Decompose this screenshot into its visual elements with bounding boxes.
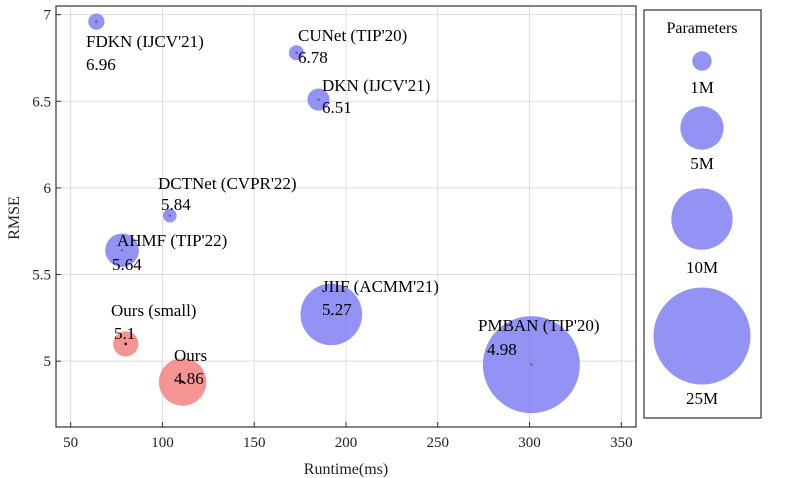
point-value-dkn-ijcv-21: 6.51 [322,98,352,117]
x-tick-label: 150 [243,435,266,451]
bubble-center-fdkn-ijcv-21 [95,20,98,23]
legend-bubble-1m [692,51,712,71]
bubble-center-ours [181,380,184,384]
point-value-pmban-tip-20: 4.98 [487,340,517,359]
y-tick-label: 6.5 [32,94,51,110]
bubble-center-ours-small [124,342,128,346]
legend-label-5m: 5M [690,154,714,173]
bubble-center-dkn-ijcv-21 [317,98,320,101]
bubble-center-ahmf-tip-22 [120,248,124,252]
point-name-dkn-ijcv-21: DKN (IJCV'21) [322,76,430,95]
point-value-ours: 4.86 [174,369,204,388]
point-value-fdkn-ijcv-21: 6.96 [86,55,116,74]
x-tick-label: 250 [427,435,450,451]
x-tick-label: 350 [610,435,633,451]
point-name-ours: Ours [174,346,207,365]
legend-label-25m: 25M [686,389,718,408]
legend-bubble-5m [680,106,724,150]
bubble-center-jiif-acmm-21 [330,313,333,316]
legend-bubble-10m [671,188,733,250]
legend-bubble-25m [653,287,751,385]
y-axis-label: RMSE [6,196,23,240]
legend-label-1m: 1M [690,78,714,97]
x-axis-label: Runtime(ms) [304,461,388,478]
x-tick-label: 50 [63,435,78,451]
point-name-dctnet-cvpr-22: DCTNet (CVPR'22) [158,174,297,193]
bubble-center-cunet-tip-20 [295,51,298,55]
x-tick-label: 100 [151,435,174,451]
bubble-center-pmban-tip-20 [530,363,533,366]
y-tick-label: 6 [44,181,52,197]
grid [56,6,636,427]
point-name-fdkn-ijcv-21: FDKN (IJCV'21) [86,32,204,51]
x-tick-label: 200 [335,435,358,451]
legend-title: Parameters [666,20,737,37]
point-name-ahmf-tip-22: AHMF (TIP'22) [117,231,227,250]
legend-label-10m: 10M [686,258,718,277]
axis-ticks: 50 100 150 200 250 300 350 5 5.5 6 6.5 7 [32,8,632,451]
x-tick-label: 300 [518,435,541,451]
point-name-cunet-tip-20: CUNet (TIP'20) [298,26,407,45]
point-name-ours-small: Ours (small) [111,301,196,320]
point-value-cunet-tip-20: 6.78 [298,48,328,67]
y-tick-label: 7 [44,8,52,24]
point-value-dctnet-cvpr-22: 5.84 [161,195,191,214]
legend: Parameters 1M 5M 10M 25M [643,9,762,419]
point-value-jiif-acmm-21: 5.27 [322,300,352,319]
legend-box [643,9,762,419]
point-labels: FDKN (IJCV'21) 6.96 CUNet (TIP'20) 6.78 DKN … [86,26,600,388]
bubble-center-dctnet-cvpr-22 [168,214,172,217]
bubbles [88,13,580,414]
y-tick-label: 5.5 [32,268,51,284]
point-name-jiif-acmm-21: JIIF (ACMM'21) [322,277,439,296]
point-value-ahmf-tip-22: 5.64 [112,255,142,274]
y-tick-label: 5 [44,354,52,370]
point-value-ours-small: 5.1 [114,324,135,343]
point-name-pmban-tip-20: PMBAN (TIP'20) [478,316,600,335]
